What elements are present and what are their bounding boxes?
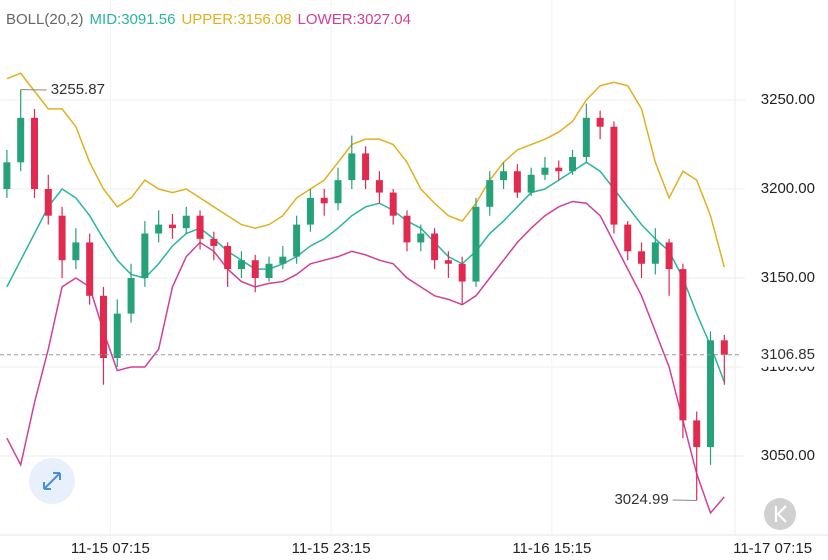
legend-label: MID: xyxy=(90,11,122,28)
y-tick-label: 3200.00 xyxy=(761,180,815,197)
candle-body xyxy=(720,340,728,355)
candle-body xyxy=(58,215,66,261)
candle-body xyxy=(458,263,466,282)
candle-body xyxy=(30,117,38,190)
indicator-title: BOLL(20,2) xyxy=(6,11,84,28)
candle-body xyxy=(320,197,328,204)
candle-body xyxy=(486,180,494,207)
x-tick-label: 11-15 23:15 xyxy=(292,540,371,557)
candle-body xyxy=(375,180,383,193)
band-line xyxy=(6,200,725,515)
candle-body xyxy=(237,260,245,270)
candle-body xyxy=(196,215,204,239)
candle-body xyxy=(472,206,480,282)
legend-value: 3156.08 xyxy=(237,11,291,28)
candle-body xyxy=(44,189,52,216)
candle-body xyxy=(72,242,80,261)
x-tick-label: 11-17 07:15 xyxy=(733,540,812,557)
candle-body xyxy=(610,126,618,225)
candle-body xyxy=(596,117,604,127)
candle-body xyxy=(513,171,521,193)
y-tick-label: 3150.00 xyxy=(761,269,815,286)
candle-body xyxy=(265,263,273,279)
x-tick-label: 11-15 07:15 xyxy=(71,540,150,557)
candle-body xyxy=(555,167,563,172)
candle-body xyxy=(17,117,25,163)
legend-value: 3027.04 xyxy=(357,11,411,28)
bands xyxy=(6,72,726,515)
min-label: 3024.99 xyxy=(614,491,668,508)
legend-label: LOWER: xyxy=(298,11,357,28)
candle-body xyxy=(665,242,673,270)
candle-body xyxy=(251,260,259,279)
candle-body xyxy=(3,162,11,190)
candle-body xyxy=(417,233,425,243)
y-tick-label: 3050.00 xyxy=(761,447,815,464)
candle-body xyxy=(431,233,439,261)
candle-body xyxy=(679,269,687,421)
candle-body xyxy=(182,215,190,229)
candle-body xyxy=(527,174,535,193)
candle-body xyxy=(500,171,508,181)
candle-body xyxy=(113,313,121,359)
candle-body xyxy=(168,224,176,229)
candle-body xyxy=(444,260,452,264)
candle-body xyxy=(693,420,701,448)
candle-body xyxy=(403,215,411,243)
candle-body xyxy=(155,224,163,234)
candle-body xyxy=(362,153,370,181)
candle-body xyxy=(569,156,577,172)
candle-body xyxy=(707,340,715,448)
candle-body xyxy=(99,295,107,359)
candle-body xyxy=(293,224,301,257)
band-line xyxy=(6,161,726,383)
overlay: BOLL(20,2) MID:3091.56 UPPER:3156.08 LOWER:… xyxy=(0,11,826,508)
legend-label: UPPER: xyxy=(181,11,237,28)
candle-body xyxy=(224,245,232,270)
candle-body xyxy=(582,117,590,157)
candle-body xyxy=(141,233,149,279)
legend-value: 3091.56 xyxy=(121,11,175,28)
candle-body xyxy=(651,242,659,264)
indicator-header: BOLL(20,2) MID:3091.56 UPPER:3156.08 LOWER:… xyxy=(6,11,411,28)
candle-body xyxy=(127,278,135,314)
max-label: 3255.87 xyxy=(51,81,105,98)
candle-body xyxy=(389,192,397,216)
band-line xyxy=(6,72,726,268)
candles xyxy=(3,89,728,501)
x-tick-label: 11-16 15:15 xyxy=(512,540,591,557)
candle-body xyxy=(306,197,314,225)
candle-body xyxy=(279,256,287,264)
candle-body xyxy=(210,238,218,246)
candle-body xyxy=(334,180,342,204)
y-tick-label: 3250.00 xyxy=(761,91,815,108)
current-price-box xyxy=(740,342,826,367)
expand-icon xyxy=(43,472,61,490)
scroll-end-button[interactable] xyxy=(764,498,796,530)
scroll-end-icon xyxy=(774,505,787,523)
candle-body xyxy=(624,224,632,252)
candle-body xyxy=(638,251,646,264)
candle-body xyxy=(348,153,356,181)
candle-body xyxy=(541,167,549,175)
candle-body xyxy=(86,242,94,296)
current-price-label: 3106.85 xyxy=(761,346,815,363)
